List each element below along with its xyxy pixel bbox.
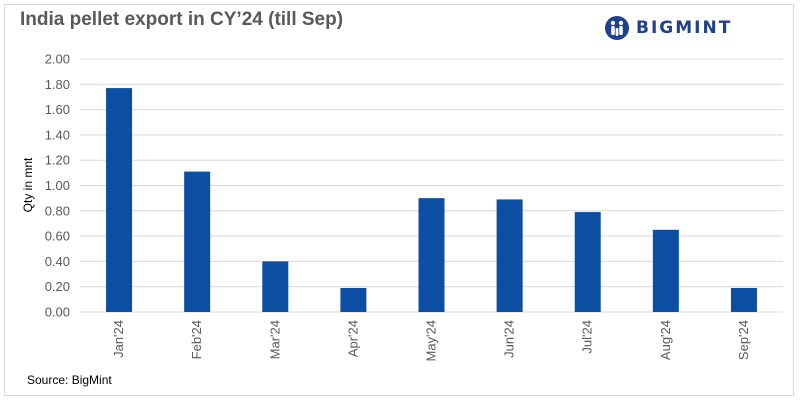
bar bbox=[730, 287, 757, 312]
y-tick-label: 0.80 bbox=[45, 203, 70, 218]
bars bbox=[106, 88, 757, 312]
x-tick-label: Jan'24 bbox=[111, 320, 126, 358]
chart-title: India pellet export in CY’24 (till Sep) bbox=[20, 9, 344, 30]
bar bbox=[496, 199, 523, 312]
y-tick-label: 0.40 bbox=[45, 254, 70, 269]
bar bbox=[106, 88, 133, 312]
source-note: Source: BigMint bbox=[27, 373, 112, 387]
x-axis-ticks: Jan'24 Feb'24 Mar'24 Apr'24 May'24 Jun'24 Jul'… bbox=[111, 320, 751, 362]
bar bbox=[652, 229, 679, 312]
bar bbox=[262, 261, 289, 312]
y-tick-label: 2.00 bbox=[45, 52, 70, 67]
chart-frame bbox=[4, 4, 794, 396]
bar bbox=[574, 212, 601, 312]
x-tick-label: Aug'24 bbox=[658, 320, 673, 360]
x-tick-label: Apr'24 bbox=[345, 320, 360, 357]
x-tick-label: Sep'24 bbox=[736, 320, 751, 360]
logo-text: BIGMINT bbox=[636, 18, 733, 38]
x-tick-label: Jul'24 bbox=[580, 320, 595, 354]
x-tick-label: May'24 bbox=[424, 320, 439, 362]
y-tick-label: 1.00 bbox=[45, 178, 70, 193]
y-axis-label: Qty in mnt bbox=[21, 157, 35, 212]
bigmint-logo: BIGMINT bbox=[604, 14, 732, 42]
y-tick-label: 1.20 bbox=[45, 153, 70, 168]
bar bbox=[418, 198, 445, 312]
y-tick-label: 1.80 bbox=[45, 77, 70, 92]
x-tick-label: Jun'24 bbox=[502, 320, 517, 358]
bar bbox=[184, 171, 211, 312]
x-tick-label: Mar'24 bbox=[267, 320, 282, 359]
y-tick-label: 0.00 bbox=[45, 305, 70, 320]
y-tick-label: 1.40 bbox=[45, 127, 70, 142]
x-tick-label: Feb'24 bbox=[189, 320, 204, 359]
bar bbox=[340, 287, 367, 312]
y-tick-label: 0.60 bbox=[45, 229, 70, 244]
y-axis-ticks: 0.00 0.20 0.40 0.60 0.80 1.00 1.20 1.40 1.60 1.80… bbox=[45, 52, 70, 320]
y-tick-label: 0.20 bbox=[45, 279, 70, 294]
y-tick-label: 1.60 bbox=[45, 102, 70, 117]
bigmint-logo-icon bbox=[605, 16, 629, 40]
